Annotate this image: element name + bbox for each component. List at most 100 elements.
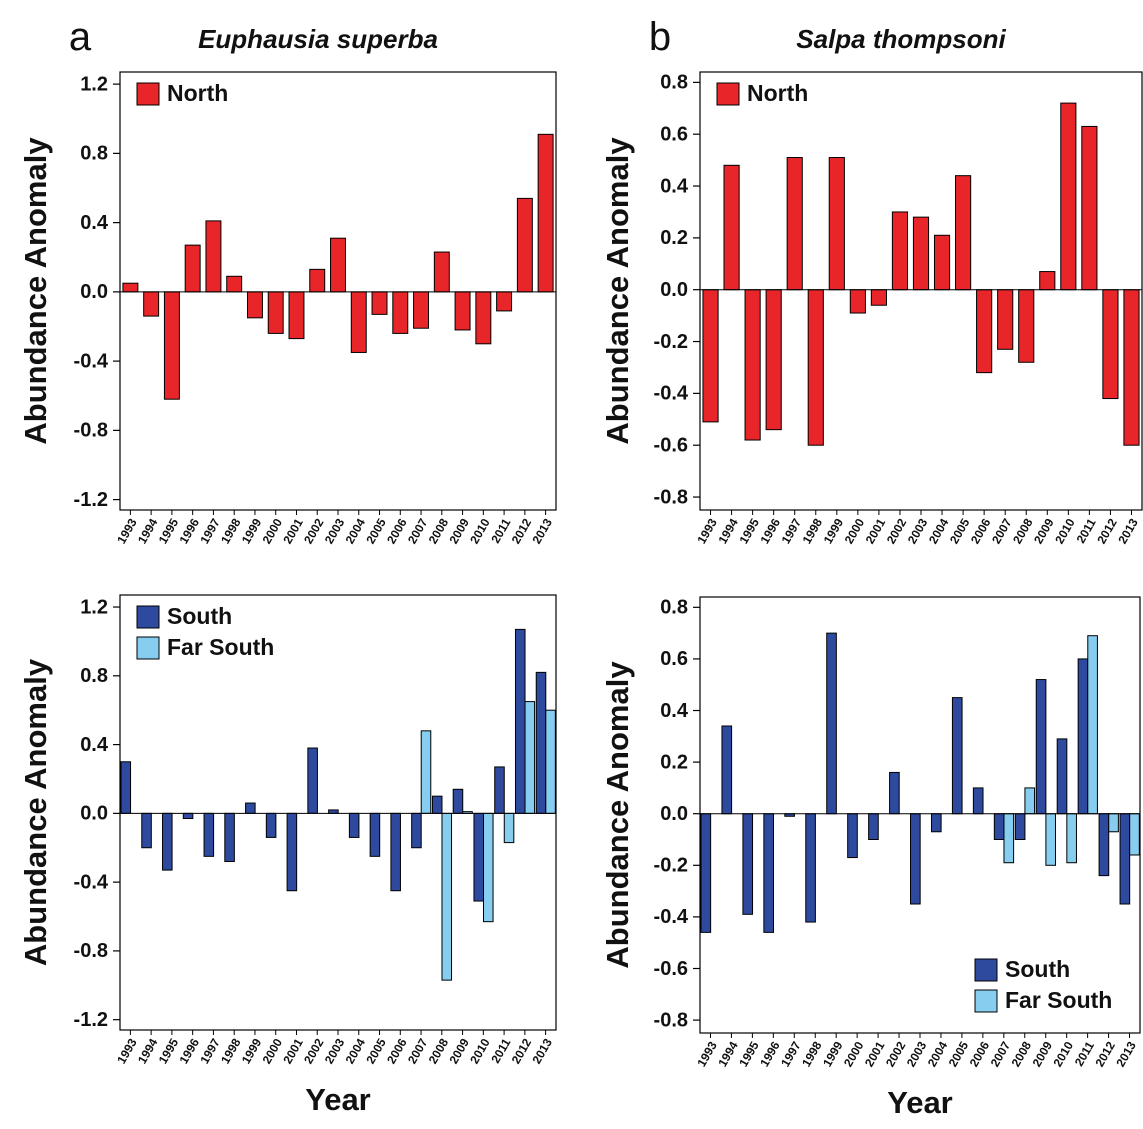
y-tick-label: 0.0 [660,803,688,825]
x-tick-label: 2005 [363,516,389,546]
bar [288,291,305,340]
y-tick-label: -0.2 [654,331,688,353]
x-tick-label: 1995 [736,1039,762,1069]
bar [972,787,984,815]
y-tick-label: 0.6 [660,123,688,145]
bar [828,157,845,291]
x-tick-label: 2013 [1115,516,1141,546]
bar [246,291,263,319]
chart-title: Salpa thompsoni [796,24,1006,54]
x-tick-label: 2000 [260,1036,286,1066]
bar [1060,102,1077,291]
bar [702,289,719,423]
bar [390,812,401,892]
bar [226,275,243,293]
bar [997,289,1014,350]
x-tick-label: 2005 [947,516,973,546]
bar [1045,813,1057,866]
y-tick-label: -0.6 [654,958,688,980]
bar [786,157,803,291]
y-tick-label: -0.8 [74,420,108,442]
bar [420,730,432,814]
x-tick-label: 1996 [757,1039,783,1069]
legend-label: North [167,80,228,106]
x-tick-label: 2010 [467,1036,493,1066]
bar [723,164,740,291]
y-tick-label: 1.2 [80,596,108,618]
x-tick-label: 2007 [405,516,431,546]
x-tick-label: 2011 [488,516,513,546]
x-tick-label: 2012 [509,1036,535,1066]
y-tick-label: -0.8 [654,486,688,508]
y-tick-label: -0.8 [74,940,108,962]
x-tick-label: 2010 [1052,516,1078,546]
x-tick-label: 1994 [135,1036,161,1066]
chart-title: Euphausia superba [198,24,438,54]
bar [1123,289,1140,446]
x-tick-label: 2013 [529,516,555,546]
bar [807,289,824,446]
y-tick-label: -1.2 [74,489,108,511]
y-tick-label: -0.2 [654,855,688,877]
bar [1077,658,1089,815]
bar [910,813,921,905]
bar [868,813,879,841]
x-tick-label: 1993 [694,1039,720,1069]
bar [120,761,132,814]
y-tick-label: 0.2 [660,227,688,249]
x-tick-label: 2008 [426,516,452,546]
bar [976,289,993,374]
x-tick-label: 1999 [239,516,265,546]
x-tick-label: 2007 [988,1039,1014,1069]
bar [122,282,139,293]
x-tick-label: 2002 [884,516,910,546]
y-tick-label: -0.6 [654,434,688,456]
bar [473,812,485,902]
bar [503,812,515,844]
x-tick-label: 1994 [135,516,161,546]
bar [483,812,494,923]
x-tick-label: 2012 [1092,1039,1118,1069]
bar [328,809,339,814]
x-tick-label: 2003 [905,516,931,546]
bar [1056,738,1068,815]
x-tick-label: 2011 [1072,1039,1097,1069]
x-tick-label: 2008 [1010,516,1036,546]
x-tick-label: 2004 [343,516,369,546]
bar [763,813,774,933]
x-tick-label: 1994 [715,1039,741,1069]
y-tick-label: 1.2 [80,73,108,95]
x-tick-label: 2011 [488,1036,513,1066]
x-tick-label: 2011 [1074,516,1099,546]
bar [245,802,256,814]
y-tick-label: -0.4 [654,906,689,928]
bar [1098,813,1110,877]
x-tick-label: 2009 [446,1036,472,1066]
x-tick-label: 2006 [384,516,410,546]
x-tick-label: 2006 [968,516,994,546]
bar [411,812,422,849]
bar [700,813,712,933]
bar [1024,787,1036,815]
x-tick-label: 1999 [820,1039,846,1069]
x-tick-label: 2009 [1031,516,1057,546]
x-axis-label: Year [887,1085,953,1120]
bar [514,628,526,814]
x-tick-label: 2005 [363,1036,389,1066]
x-axis-label: Year [305,1082,371,1117]
x-tick-label: 2009 [446,516,472,546]
x-tick-label: 2008 [1009,1039,1035,1069]
bar [744,289,761,441]
bar [805,813,816,923]
x-tick-label: 1996 [177,1036,203,1066]
bar [143,291,160,317]
x-tick-label: 2007 [405,1036,431,1066]
panel-label: a [69,15,92,59]
bar [1039,271,1056,291]
x-tick-label: 1998 [218,516,244,546]
x-tick-label: 2002 [883,1039,909,1069]
bar [742,813,754,915]
legend-swatch [974,958,998,982]
y-tick-label: 0.8 [80,665,108,687]
